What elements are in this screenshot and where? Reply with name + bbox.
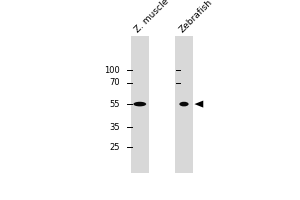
- Bar: [175, 36, 193, 173]
- Ellipse shape: [134, 102, 146, 106]
- Text: Z. muscle: Z. muscle: [134, 0, 171, 34]
- Text: Zebrafish: Zebrafish: [178, 0, 214, 34]
- Text: 35: 35: [110, 123, 120, 132]
- Polygon shape: [194, 101, 203, 108]
- Text: 55: 55: [110, 100, 120, 109]
- Bar: [131, 36, 148, 173]
- Text: 25: 25: [110, 143, 120, 152]
- Text: 70: 70: [110, 78, 120, 87]
- Text: 100: 100: [104, 66, 120, 75]
- Ellipse shape: [179, 102, 189, 106]
